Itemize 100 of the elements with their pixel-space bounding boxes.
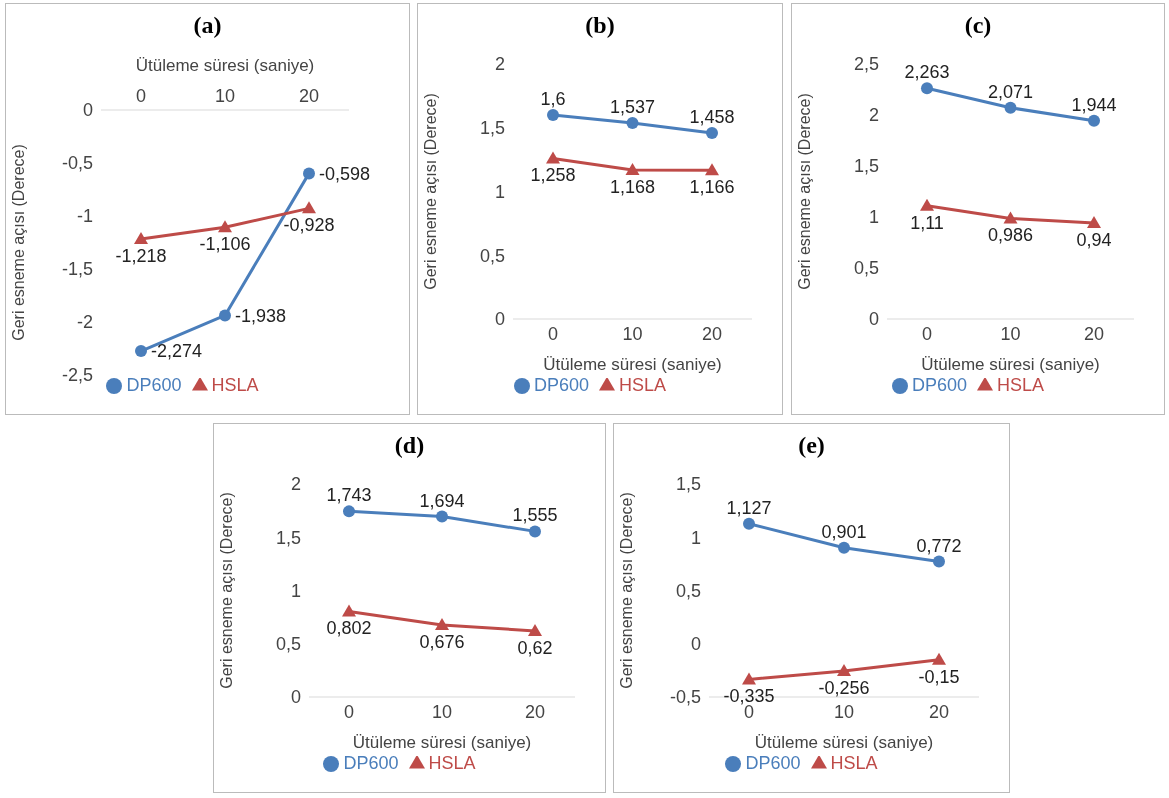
point xyxy=(921,82,933,95)
point xyxy=(1004,101,1017,114)
point xyxy=(626,117,639,130)
data-label: -1,218 xyxy=(115,245,167,266)
y-tick-label: 0 xyxy=(82,100,93,121)
point xyxy=(742,672,756,685)
y-tick-label: -1,5 xyxy=(61,259,93,280)
y-tick-label: 0 xyxy=(290,687,301,708)
x-tick-label: 0 xyxy=(135,86,147,106)
y-tick-label: 0,5 xyxy=(275,634,301,655)
x-tick-label: 20 xyxy=(524,701,546,722)
x-tick-label: 10 xyxy=(1000,323,1021,344)
data-label: 1,11 xyxy=(910,212,944,233)
data-label: 1,555 xyxy=(512,505,558,526)
y-tick-label: 2 xyxy=(494,54,505,75)
y-tick-label: 1,5 xyxy=(275,527,301,548)
legend-label: DP600 xyxy=(745,753,801,773)
y-tick-label: -2,5 xyxy=(61,365,93,386)
point xyxy=(219,309,231,322)
legend-label: DP600 xyxy=(343,753,399,773)
data-label: 2,263 xyxy=(904,62,950,83)
y-tick-label: 1 xyxy=(868,207,879,228)
data-label: 1,166 xyxy=(689,177,735,198)
data-label: 0,986 xyxy=(987,225,1034,246)
point xyxy=(933,555,945,568)
y-axis-title: Geri esneme açısı (Derece) xyxy=(9,144,27,341)
point xyxy=(838,541,850,554)
data-label: 1,168 xyxy=(609,176,656,197)
x-tick-label: 20 xyxy=(298,86,320,106)
point xyxy=(743,517,755,530)
y-tick-label: 0 xyxy=(494,309,505,330)
data-label: 1,458 xyxy=(689,107,735,128)
data-label: -0,598 xyxy=(319,163,371,184)
legend-label: HSLA xyxy=(211,375,259,395)
x-axis-title: Ütüleme süresi (saniye) xyxy=(352,733,532,752)
chart-title: (d) xyxy=(393,432,426,460)
y-tick-label: 2,5 xyxy=(853,54,879,75)
point xyxy=(135,345,147,358)
legend-label: HSLA xyxy=(830,753,878,773)
y-tick-label: -2 xyxy=(76,312,93,333)
x-tick-label: 0 xyxy=(547,323,559,344)
data-label: 1,944 xyxy=(1071,94,1117,115)
x-axis-title: Ütüleme süresi (saniye) xyxy=(754,733,934,752)
chart-title: (b) xyxy=(584,12,616,40)
y-axis-title: Geri esneme açısı (Derece) xyxy=(217,492,235,689)
legend-label: HSLA xyxy=(997,375,1045,395)
data-label: 1,127 xyxy=(726,497,772,518)
y-tick-label: 2 xyxy=(868,105,879,126)
y-tick-label: 0 xyxy=(690,634,701,655)
y-tick-label: 2 xyxy=(290,474,301,495)
x-tick-label: 10 xyxy=(214,86,236,106)
y-tick-label: 1 xyxy=(290,580,301,601)
data-label: 1,743 xyxy=(326,485,372,506)
legend-label: DP600 xyxy=(911,375,967,395)
y-axis-title: Geri esneme açısı (Derece) xyxy=(795,93,813,290)
data-label: -0,928 xyxy=(283,215,335,236)
data-label: -0,256 xyxy=(818,677,870,698)
data-label: -0,15 xyxy=(918,666,960,687)
y-tick-label: 0 xyxy=(868,309,879,330)
y-tick-label: 1 xyxy=(494,181,505,202)
data-label: 1,537 xyxy=(609,97,656,118)
y-tick-label: 1,5 xyxy=(479,118,505,139)
x-tick-label: 20 xyxy=(701,323,723,344)
point xyxy=(134,232,148,245)
point xyxy=(529,525,541,538)
point xyxy=(920,198,934,211)
x-tick-label: 0 xyxy=(921,323,933,344)
data-label: 0,62 xyxy=(517,637,553,658)
y-axis-title: Geri esneme açısı (Derece) xyxy=(421,93,439,290)
legend-label: DP600 xyxy=(533,375,589,395)
x-tick-label: 0 xyxy=(743,701,755,722)
legend-label: HSLA xyxy=(619,375,667,395)
point xyxy=(303,167,315,180)
x-axis-title: Ütüleme süresi (saniye) xyxy=(135,56,315,76)
x-tick-label: 20 xyxy=(1083,323,1105,344)
y-tick-label: 0,5 xyxy=(853,258,879,279)
x-tick-label: 10 xyxy=(431,701,453,722)
y-tick-label: -0,5 xyxy=(61,153,93,174)
data-label: 1,258 xyxy=(530,165,576,186)
y-tick-label: -0,5 xyxy=(669,687,701,708)
point xyxy=(343,505,355,518)
data-label: 1,6 xyxy=(540,89,566,109)
y-tick-label: 1,5 xyxy=(853,156,879,177)
data-label: -1,938 xyxy=(235,305,287,326)
y-tick-label: 1 xyxy=(690,527,701,548)
point xyxy=(705,163,719,176)
point xyxy=(837,664,851,677)
data-label: 0,901 xyxy=(821,521,867,542)
point xyxy=(706,127,718,140)
point xyxy=(218,220,232,233)
y-axis-title: Geri esneme açısı (Derece) xyxy=(617,492,635,689)
point xyxy=(342,604,356,617)
y-tick-label: 1,5 xyxy=(675,474,701,495)
point xyxy=(1088,114,1100,127)
x-tick-label: 20 xyxy=(928,701,950,722)
chart-title: (e) xyxy=(797,432,826,460)
point xyxy=(435,618,449,631)
point xyxy=(625,163,640,176)
point xyxy=(546,151,560,164)
data-label: 0,94 xyxy=(1076,229,1112,250)
